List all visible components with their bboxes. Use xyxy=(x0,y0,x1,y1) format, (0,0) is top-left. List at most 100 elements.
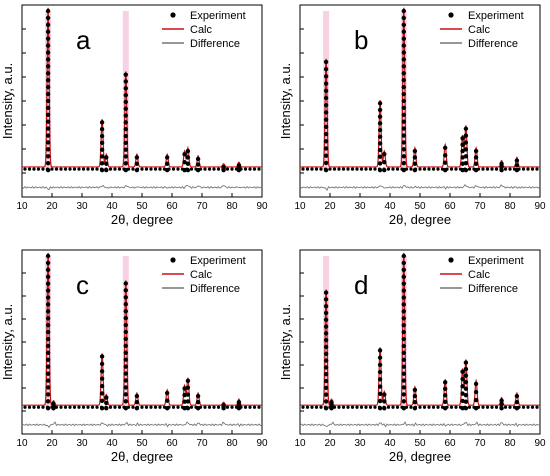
experiment-point xyxy=(323,297,329,302)
experiment-point xyxy=(481,405,485,409)
experiment-point xyxy=(436,405,440,409)
experiment-point xyxy=(45,253,51,259)
x-tick-label: 50 xyxy=(414,201,426,212)
experiment-point xyxy=(216,167,221,171)
experiment-point xyxy=(123,79,128,84)
experiment-point xyxy=(314,405,319,409)
x-tick-label: 10 xyxy=(294,201,306,212)
x-tick-label: 20 xyxy=(324,201,336,212)
experiment-point xyxy=(499,405,503,409)
x-tick-label: 10 xyxy=(294,438,306,449)
calc-series-line xyxy=(300,7,540,168)
experiment-point xyxy=(54,167,59,171)
experiment-point xyxy=(182,159,187,165)
experiment-point xyxy=(323,146,329,151)
experiment-point xyxy=(443,399,448,404)
experiment-point xyxy=(45,343,51,349)
experiment-point xyxy=(234,167,239,171)
experiment-point xyxy=(243,167,248,171)
experiment-point xyxy=(512,405,517,409)
experiment-point xyxy=(23,167,27,171)
experiment-point xyxy=(180,405,185,409)
x-tick-label: 20 xyxy=(46,201,58,212)
experiment-point xyxy=(165,398,170,403)
experiment-point xyxy=(27,405,32,409)
x-tick-label: 90 xyxy=(534,201,546,212)
experiment-point xyxy=(401,147,406,152)
experiment-point xyxy=(68,405,72,409)
legend-label: Difference xyxy=(468,38,518,50)
experiment-point xyxy=(373,405,377,409)
experiment-point xyxy=(158,405,162,409)
experiment-point xyxy=(499,402,504,407)
experiment-point xyxy=(135,167,140,171)
experiment-point xyxy=(104,161,109,166)
experiment-point xyxy=(386,167,391,171)
experiment-point xyxy=(377,101,383,106)
experiment-point xyxy=(401,378,406,383)
experiment-point xyxy=(401,64,406,69)
experiment-point xyxy=(212,167,216,171)
experiment-point xyxy=(45,64,51,69)
experiment-point xyxy=(517,405,521,409)
experiment-point xyxy=(401,50,406,55)
experiment-point xyxy=(162,167,167,171)
experiment-point xyxy=(323,405,328,409)
experiment-point xyxy=(377,161,383,166)
experiment-point xyxy=(323,392,329,397)
experiment-point xyxy=(503,167,508,171)
experiment-point xyxy=(526,167,530,171)
experiment-point xyxy=(401,274,406,279)
experiment-point xyxy=(443,160,448,165)
experiment-point xyxy=(45,36,51,41)
x-tick-label: 30 xyxy=(354,201,366,212)
experiment-point xyxy=(460,398,465,404)
experiment-point xyxy=(401,36,406,41)
experiment-point xyxy=(117,167,122,171)
experiment-point xyxy=(460,161,465,166)
experiment-point xyxy=(45,43,51,48)
legend-label: Calc xyxy=(190,269,213,281)
experiment-point xyxy=(194,405,198,409)
experiment-point xyxy=(463,161,469,166)
experiment-point xyxy=(257,405,261,409)
experiment-point xyxy=(239,405,243,409)
experiment-point xyxy=(404,167,409,171)
experiment-point xyxy=(463,379,469,385)
experiment-point xyxy=(207,405,212,409)
experiment-point xyxy=(123,378,128,383)
x-tick-label: 20 xyxy=(46,438,58,449)
x-tick-label: 60 xyxy=(166,201,178,212)
experiment-point xyxy=(463,399,469,404)
experiment-point xyxy=(377,405,382,409)
experiment-point xyxy=(323,88,329,93)
x-tick-label: 80 xyxy=(504,438,516,449)
experiment-point xyxy=(359,167,364,171)
experiment-point xyxy=(412,399,418,405)
highlight-band xyxy=(400,11,407,171)
experiment-point xyxy=(458,167,463,171)
legend: Experiment Calc Difference xyxy=(440,255,524,295)
experiment-point xyxy=(86,167,90,171)
experiment-point xyxy=(45,8,51,14)
x-tick-label: 40 xyxy=(106,201,118,212)
experiment-point xyxy=(45,267,51,273)
experiment-point xyxy=(323,351,329,356)
experiment-point xyxy=(230,167,234,171)
experiment-point xyxy=(32,405,36,409)
experiment-point xyxy=(195,156,201,162)
experiment-point xyxy=(382,152,387,157)
experiment-point xyxy=(104,405,108,409)
experiment-point xyxy=(476,405,481,409)
experiment-point xyxy=(123,161,128,166)
experiment-point xyxy=(45,260,51,266)
experiment-point xyxy=(45,316,51,321)
experiment-point xyxy=(404,405,409,409)
panel-d: 10 20 30 40 50 60 70 80 90 2θ, degree Intensity, a… xyxy=(278,249,546,464)
experiment-point xyxy=(27,167,32,171)
experiment-point xyxy=(328,405,332,409)
experiment-point xyxy=(377,391,383,396)
experiment-point xyxy=(526,405,530,409)
experiment-point xyxy=(413,405,418,409)
experiment-point xyxy=(463,140,469,145)
